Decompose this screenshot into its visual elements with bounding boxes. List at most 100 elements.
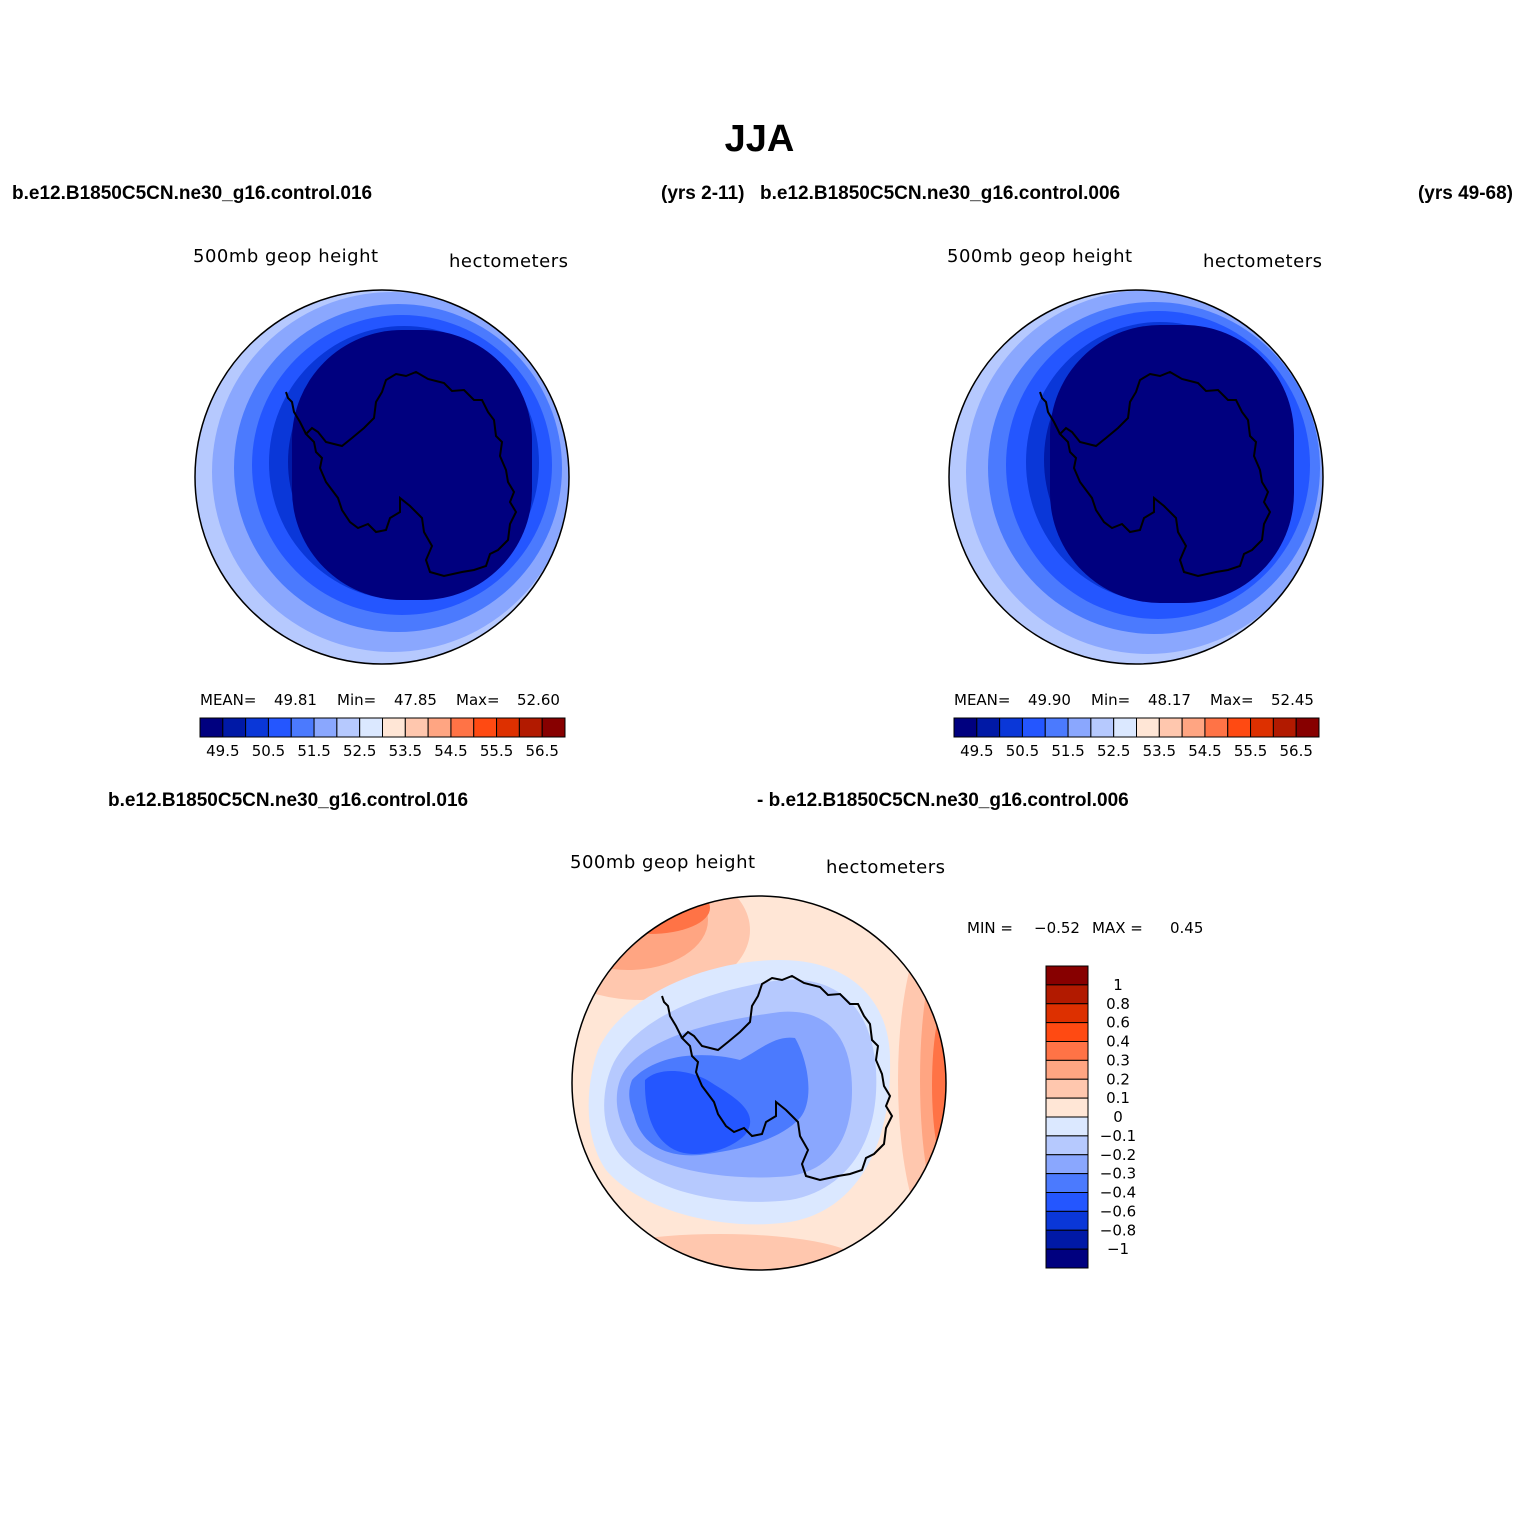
colorbar-swatch — [1045, 1078, 1089, 1099]
colorbar-tick-label: −1 — [1107, 1240, 1129, 1258]
colorbar-swatch — [1045, 1192, 1089, 1212]
panel1-variable: 500mb geop height — [193, 246, 379, 267]
colorbar-swatch — [1045, 1116, 1089, 1137]
colorbar-tick-label: 53.5 — [389, 742, 422, 760]
colorbar-swatch — [245, 717, 269, 738]
colorbar-tick-label: 51.5 — [1051, 742, 1084, 760]
colorbar-swatch — [1045, 1173, 1089, 1193]
colorbar-tick-label: 51.5 — [297, 742, 330, 760]
panel1-max-value: 52.60 — [517, 691, 560, 709]
colorbar-swatch — [1250, 717, 1274, 738]
figure-title: JJA — [724, 118, 795, 160]
panel1-max-label: Max= — [456, 691, 500, 709]
colorbar-swatch — [473, 717, 498, 738]
case-b-years: (yrs 49-68) — [1417, 183, 1513, 204]
colorbar-tick-label: 50.5 — [252, 742, 285, 760]
panel3-max-label: MAX = — [1092, 919, 1143, 937]
colorbar-swatch — [953, 717, 978, 738]
colorbar-swatch — [1067, 717, 1092, 738]
case-a-name: b.e12.B1850C5CN.ne30_g16.control.016 — [12, 183, 373, 204]
colorbar-tick-label: 0.3 — [1106, 1051, 1130, 1069]
colorbar-tick-label: −0.2 — [1100, 1146, 1136, 1164]
panel1-min-value: 47.85 — [394, 691, 437, 709]
colorbar-swatch — [336, 717, 361, 738]
colorbar-swatch — [1045, 965, 1089, 986]
panel3-min-label: MIN = — [967, 919, 1013, 937]
colorbar-swatch — [427, 717, 452, 738]
colorbar-swatch — [1045, 1229, 1089, 1250]
colorbar-tick-label: 55.5 — [1234, 742, 1267, 760]
diff-left-title: b.e12.B1850C5CN.ne30_g16.control.016 — [108, 790, 469, 811]
colorbar-swatch — [1045, 1154, 1089, 1175]
colorbar-panel-2: 49.5 50.5 51.5 52.5 53.5 54.5 55.5 56.5 — [953, 717, 1320, 760]
colorbar-swatch — [1090, 717, 1115, 738]
panel2-units: hectometers — [1203, 251, 1323, 272]
colorbar-swatch — [1181, 717, 1206, 738]
colorbar-swatch — [1045, 1210, 1089, 1231]
panel3-units: hectometers — [826, 857, 946, 878]
colorbar-swatch — [313, 717, 338, 738]
colorbar-tick-label: 1 — [1113, 976, 1123, 994]
colorbar-swatch — [1113, 717, 1137, 738]
colorbar-panel-3: 10.80.60.40.30.20.10−0.1−0.2−0.3−0.4−0.6… — [1045, 965, 1136, 1269]
colorbar-swatch — [382, 717, 406, 738]
colorbar-tick-label: −0.8 — [1100, 1221, 1136, 1239]
colorbar-tick-label: 56.5 — [525, 742, 558, 760]
colorbar-swatch — [1045, 1097, 1089, 1118]
colorbar-swatch — [541, 717, 566, 738]
colorbar-tick-label: 55.5 — [480, 742, 513, 760]
colorbar-swatch — [1227, 717, 1252, 738]
colorbar-tick-label: 0.6 — [1106, 1014, 1130, 1032]
panel2-mean-label: MEAN= — [954, 691, 1011, 709]
colorbar-tick-label: 50.5 — [1006, 742, 1039, 760]
colorbar-swatch — [1204, 717, 1229, 738]
panel1-units: hectometers — [449, 251, 569, 272]
panel1-mean-label: MEAN= — [200, 691, 257, 709]
colorbar-tick-label: 54.5 — [1188, 742, 1221, 760]
colorbar-tick-label: 0.2 — [1106, 1070, 1130, 1088]
panel2-mean-value: 49.90 — [1028, 691, 1071, 709]
map-panel-1 — [194, 289, 570, 665]
panel2-max-label: Max= — [1210, 691, 1254, 709]
panel2-variable: 500mb geop height — [947, 246, 1133, 267]
colorbar-tick-label: −0.6 — [1100, 1202, 1136, 1220]
map-panel-3 — [571, 895, 947, 1271]
diff-right-title: - b.e12.B1850C5CN.ne30_g16.control.006 — [757, 790, 1129, 811]
colorbar-tick-label: 49.5 — [960, 742, 993, 760]
colorbar-swatch — [1045, 1041, 1089, 1061]
panel2-max-value: 52.45 — [1271, 691, 1314, 709]
colorbar-swatch — [404, 717, 429, 738]
colorbar-tick-label: 56.5 — [1279, 742, 1312, 760]
colorbar-tick-label: 53.5 — [1143, 742, 1176, 760]
colorbar-tick-label: 52.5 — [1097, 742, 1130, 760]
colorbar-swatch — [1158, 717, 1183, 738]
colorbar-tick-label: −0.1 — [1100, 1127, 1136, 1145]
colorbar-tick-label: 54.5 — [434, 742, 467, 760]
panel3-min-value: −0.52 — [1034, 919, 1080, 937]
colorbar-swatch — [1045, 1003, 1089, 1024]
colorbar-tick-label: 0 — [1113, 1108, 1123, 1126]
case-a-years: (yrs 2-11) — [661, 183, 745, 204]
colorbar-tick-label: 0.4 — [1106, 1033, 1130, 1051]
panel1-min-label: Min= — [337, 691, 377, 709]
colorbar-swatch — [1044, 717, 1069, 738]
panel2-min-value: 48.17 — [1148, 691, 1191, 709]
colorbar-tick-label: 52.5 — [343, 742, 376, 760]
colorbar-swatch — [999, 717, 1023, 738]
colorbar-swatch — [450, 717, 475, 738]
colorbar-swatch — [496, 717, 520, 738]
panel3-max-value: 0.45 — [1170, 919, 1204, 937]
colorbar-swatch — [518, 717, 543, 738]
colorbar-swatch — [1045, 1059, 1089, 1080]
colorbar-swatch — [267, 717, 292, 738]
case-b-name: b.e12.B1850C5CN.ne30_g16.control.006 — [760, 183, 1121, 204]
colorbar-swatch — [1021, 717, 1046, 738]
panel2-min-label: Min= — [1091, 691, 1131, 709]
colorbar-tick-label: −0.3 — [1100, 1165, 1136, 1183]
colorbar-swatch — [976, 717, 1001, 738]
panel3-variable: 500mb geop height — [570, 852, 756, 873]
colorbar-swatch — [1272, 717, 1297, 738]
colorbar-tick-label: 49.5 — [206, 742, 239, 760]
colorbar-swatch — [1045, 984, 1089, 1005]
